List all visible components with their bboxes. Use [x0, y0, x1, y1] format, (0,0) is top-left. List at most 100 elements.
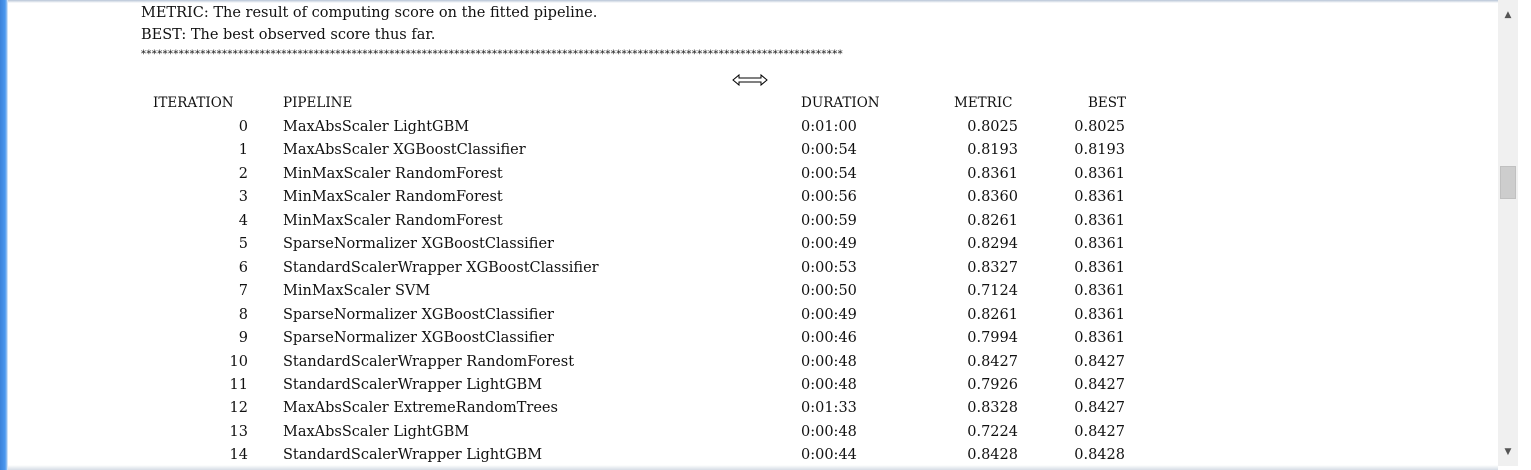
table-row: 12 MaxAbsScaler ExtremeRandomTrees 0:01:33… — [10, 397, 1490, 420]
table-row: 1 MaxAbsScaler XGBoostClassifier 0:00:54 0.… — [10, 139, 1490, 162]
pipeline-cell: MinMaxScaler RandomForest — [283, 189, 503, 206]
iteration-cell: 14 — [229, 447, 248, 464]
pipeline-cell: StandardScalerWrapper LightGBM — [283, 376, 543, 393]
best-cell: 0.8361 — [1074, 165, 1125, 182]
duration-cell: 0:00:56 — [801, 189, 857, 206]
scroll-up-arrow-icon[interactable]: ▲ — [1504, 10, 1512, 20]
header-duration: DURATION — [801, 95, 880, 111]
duration-cell: 0:01:00 — [801, 119, 857, 135]
header-metric: METRIC — [954, 95, 1013, 111]
window-left-border — [0, 0, 8, 470]
table-row: 14 StandardScalerWrapper LightGBM 0:00:44 0… — [10, 444, 1490, 466]
pipeline-cell: SparseNormalizer XGBoostClassifier — [283, 330, 554, 347]
scrollbar-thumb[interactable] — [1500, 166, 1516, 200]
iteration-cell: 4 — [238, 212, 248, 229]
table-row: 10 StandardScalerWrapper RandomForest 0:00… — [10, 351, 1490, 374]
output-text-area[interactable]: METRIC: The result of computing score on… — [10, 0, 1496, 466]
best-cell: 0.8025 — [1074, 119, 1125, 135]
iteration-cell: 2 — [238, 165, 248, 182]
iteration-cell: 0 — [238, 119, 248, 135]
window-top-edge — [8, 0, 1531, 3]
duration-cell: 0:00:54 — [801, 142, 857, 159]
header-pipeline: PIPELINE — [283, 95, 353, 111]
best-cell: 0.8361 — [1074, 259, 1125, 276]
pipeline-cell: MinMaxScaler RandomForest — [283, 165, 503, 182]
metric-cell: 0.8428 — [967, 447, 1018, 464]
separator-line: ****************************************… — [141, 49, 843, 60]
best-description: BEST: The best observed score thus far. — [141, 27, 436, 43]
metric-cell: 0.7994 — [967, 330, 1018, 347]
table-row: 13 MaxAbsScaler LightGBM 0:00:48 0.7224 0.84… — [10, 421, 1490, 444]
pipeline-cell: MaxAbsScaler XGBoostClassifier — [283, 142, 526, 159]
best-cell: 0.8427 — [1074, 400, 1125, 417]
best-cell: 0.8427 — [1074, 376, 1125, 393]
metric-cell: 0.7926 — [967, 376, 1018, 393]
iteration-cell: 13 — [229, 423, 248, 440]
pipeline-cell: SparseNormalizer XGBoostClassifier — [283, 236, 554, 253]
duration-cell: 0:00:53 — [801, 259, 857, 276]
duration-cell: 0:00:50 — [801, 283, 857, 300]
pipeline-cell: StandardScalerWrapper RandomForest — [283, 353, 575, 370]
iteration-cell: 12 — [229, 400, 248, 417]
duration-cell: 0:00:44 — [801, 447, 857, 464]
best-cell: 0.8361 — [1074, 306, 1125, 323]
pipeline-cell: StandardScalerWrapper XGBoostClassifier — [283, 259, 599, 276]
duration-cell: 0:00:48 — [801, 376, 857, 393]
metric-cell: 0.8327 — [967, 259, 1018, 276]
iteration-cell: 5 — [238, 236, 248, 253]
iteration-cell: 1 — [238, 142, 248, 159]
best-cell: 0.8361 — [1074, 283, 1125, 300]
duration-cell: 0:00:59 — [801, 212, 857, 229]
pipeline-cell: MinMaxScaler RandomForest — [283, 212, 503, 229]
pipeline-cell: MaxAbsScaler LightGBM — [283, 119, 470, 135]
table-row: 11 StandardScalerWrapper LightGBM 0:00:48 0… — [10, 374, 1490, 397]
duration-cell: 0:00:49 — [801, 306, 857, 323]
metric-cell: 0.8193 — [967, 142, 1018, 159]
table-row: 6 StandardScalerWrapper XGBoostClassifier… — [10, 257, 1490, 280]
best-cell: 0.8361 — [1074, 330, 1125, 347]
iteration-cell: 3 — [238, 189, 248, 206]
pipeline-cell: MaxAbsScaler LightGBM — [283, 423, 470, 440]
iteration-cell: 6 — [238, 259, 248, 276]
duration-cell: 0:00:46 — [801, 330, 857, 347]
metric-cell: 0.8261 — [967, 306, 1018, 323]
table-row: 5 SparseNormalizer XGBoostClassifier 0:00:… — [10, 233, 1490, 256]
duration-cell: 0:00:48 — [801, 353, 857, 370]
iteration-cell: 9 — [238, 330, 248, 347]
iteration-cell: 7 — [238, 283, 248, 300]
resize-horizontal-cursor-icon — [732, 73, 768, 87]
best-cell: 0.8361 — [1074, 189, 1125, 206]
metric-cell: 0.7224 — [967, 423, 1018, 440]
window-right-edge — [1518, 0, 1531, 470]
pipeline-cell: MinMaxScaler SVM — [283, 283, 431, 300]
best-cell: 0.8427 — [1074, 353, 1125, 370]
scroll-down-arrow-icon[interactable]: ▼ — [1504, 447, 1512, 457]
best-cell: 0.8361 — [1074, 236, 1125, 253]
best-cell: 0.8428 — [1074, 447, 1125, 464]
pipeline-cell: MaxAbsScaler ExtremeRandomTrees — [283, 400, 558, 417]
iteration-cell: 8 — [238, 306, 248, 323]
table-row: 8 SparseNormalizer XGBoostClassifier 0:00:… — [10, 304, 1490, 327]
vertical-scrollbar[interactable]: ▲ ▼ — [1498, 0, 1518, 466]
metric-cell: 0.8294 — [967, 236, 1018, 253]
best-cell: 0.8193 — [1074, 142, 1125, 159]
table-row: 4 MinMaxScaler RandomForest 0:00:59 0.8261 0… — [10, 210, 1490, 233]
duration-cell: 0:00:48 — [801, 423, 857, 440]
metric-cell: 0.8328 — [967, 400, 1018, 417]
best-cell: 0.8427 — [1074, 423, 1125, 440]
metric-cell: 0.8427 — [967, 353, 1018, 370]
duration-cell: 0:00:49 — [801, 236, 857, 253]
table-row: 9 SparseNormalizer XGBoostClassifier 0:00:… — [10, 327, 1490, 350]
metric-description: METRIC: The result of computing score on… — [141, 5, 598, 21]
header-iteration: ITERATION — [153, 95, 234, 111]
best-cell: 0.8361 — [1074, 212, 1125, 229]
table-row: 3 MinMaxScaler RandomForest 0:00:56 0.8360 0… — [10, 186, 1490, 209]
table-row: 0 MaxAbsScaler LightGBM 0:01:00 0.8025 0.802… — [10, 116, 1490, 139]
metric-cell: 0.8025 — [967, 119, 1018, 135]
table-row: 7 MinMaxScaler SVM 0:00:50 0.7124 0.8361 — [10, 280, 1490, 303]
table-row: 2 MinMaxScaler RandomForest 0:00:54 0.8361 0… — [10, 163, 1490, 186]
window-bottom-edge — [8, 465, 1498, 470]
pipeline-cell: StandardScalerWrapper LightGBM — [283, 447, 543, 464]
metric-cell: 0.8361 — [967, 165, 1018, 182]
